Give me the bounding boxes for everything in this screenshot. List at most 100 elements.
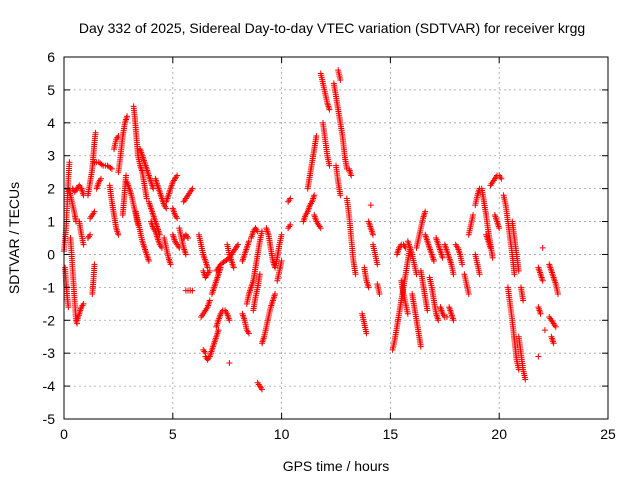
data-point — [80, 241, 87, 248]
data-point — [439, 254, 446, 261]
x-tick-label: 15 — [383, 426, 399, 442]
plot-frame — [63, 56, 609, 420]
grid-lines — [64, 57, 608, 419]
data-point — [98, 161, 105, 168]
data-point — [287, 221, 294, 228]
data-point — [552, 323, 559, 330]
data-point — [91, 208, 98, 215]
data-point — [206, 267, 213, 274]
data-point — [511, 271, 518, 278]
data-point — [245, 330, 252, 337]
y-tick-label: -3 — [43, 345, 56, 361]
data-point — [235, 241, 242, 248]
data-point — [365, 284, 372, 291]
data-point — [374, 261, 381, 268]
data-point — [554, 290, 561, 297]
data-point — [189, 185, 196, 192]
data-point — [272, 290, 279, 297]
data-point — [167, 261, 174, 268]
data-point — [539, 277, 546, 284]
data-point — [174, 215, 181, 222]
data-point — [92, 129, 99, 136]
y-tick-label: 3 — [47, 148, 55, 164]
data-point — [145, 258, 152, 265]
data-point — [189, 287, 196, 294]
data-point — [226, 360, 233, 367]
data-point — [535, 353, 542, 360]
y-tick-label: 6 — [47, 49, 55, 65]
data-point — [66, 159, 73, 166]
data-point — [245, 238, 252, 245]
y-tick-label: 1 — [47, 214, 55, 230]
x-tick-label: 5 — [169, 426, 177, 442]
x-tick-label: 25 — [600, 426, 616, 442]
data-point — [287, 195, 294, 202]
data-point — [337, 192, 344, 199]
chart-title: Day 332 of 2025, Sidereal Day-to-day VTE… — [79, 20, 585, 36]
y-tick-label: -4 — [43, 378, 56, 394]
data-point — [487, 244, 494, 251]
data-point — [313, 132, 320, 139]
data-point — [185, 235, 192, 241]
data-point — [259, 386, 266, 393]
y-axis-label: SDTVAR / TECUs — [6, 182, 22, 294]
data-point — [107, 164, 114, 171]
y-tick-label: 5 — [47, 82, 55, 98]
data-point — [311, 192, 318, 199]
data-point — [230, 264, 237, 271]
data-point — [422, 208, 429, 215]
data-point — [520, 297, 527, 304]
data-point — [465, 290, 472, 297]
data-point — [352, 271, 359, 278]
data-point — [435, 317, 442, 324]
data-point — [256, 271, 263, 278]
data-point — [226, 317, 233, 324]
data-point — [202, 350, 209, 357]
data-point — [430, 258, 437, 265]
data-point — [424, 307, 431, 314]
data-point — [348, 172, 355, 179]
data-point — [498, 175, 505, 182]
data-point — [326, 106, 333, 113]
data-point — [369, 231, 376, 238]
data-point — [108, 165, 115, 172]
data-point — [150, 185, 157, 192]
data-points — [61, 67, 561, 393]
data-point — [206, 297, 213, 304]
x-tick-label: 10 — [274, 426, 290, 442]
data-point — [337, 77, 344, 84]
y-tick-label: -1 — [43, 279, 56, 295]
data-point — [80, 300, 87, 307]
data-point — [470, 211, 477, 218]
data-point — [65, 304, 72, 311]
data-point — [450, 317, 457, 324]
y-tick-label: -2 — [43, 312, 56, 328]
data-point — [143, 195, 150, 202]
data-point — [326, 162, 333, 169]
y-tick-label: 2 — [47, 181, 55, 197]
y-tick-label: 4 — [47, 115, 55, 131]
data-point — [550, 340, 557, 347]
data-point — [163, 205, 170, 212]
data-point — [417, 343, 424, 350]
axis-ticks: 0 5 10 15 20 25 -5 -4 -3 -2 -1 0 1 2 3 4 5 6 — [43, 49, 616, 442]
data-point — [363, 330, 370, 337]
data-point — [450, 271, 457, 278]
data-point — [91, 261, 98, 268]
data-point — [476, 271, 483, 278]
data-point — [541, 327, 548, 334]
data-point — [539, 244, 546, 251]
data-point — [522, 376, 529, 383]
y-tick-label: 0 — [47, 246, 55, 262]
data-point — [278, 258, 285, 265]
data-point — [123, 172, 130, 179]
data-point — [124, 113, 131, 120]
data-point — [443, 313, 450, 320]
data-point — [537, 310, 544, 317]
data-point — [367, 202, 374, 209]
x-axis-label: GPS time / hours — [283, 458, 390, 474]
data-point — [204, 264, 211, 271]
data-point — [115, 231, 122, 238]
data-point — [254, 228, 261, 235]
